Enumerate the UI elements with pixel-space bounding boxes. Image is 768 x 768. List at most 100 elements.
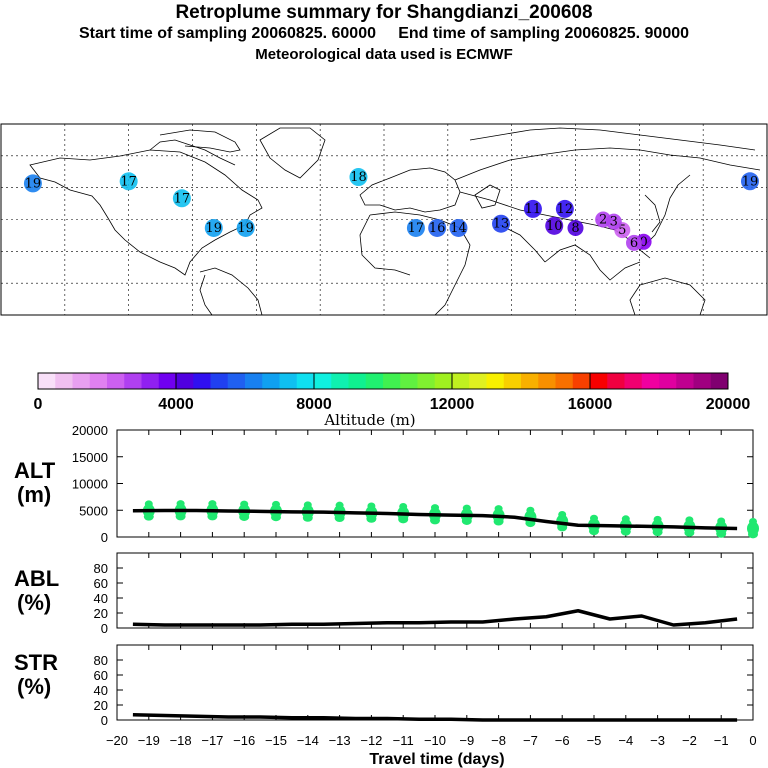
alt-distribution-mark — [207, 512, 218, 521]
str-frame — [116, 644, 754, 721]
x-tick-label: −6 — [555, 733, 570, 748]
x-tick-label: −20 — [106, 733, 128, 748]
alt-distribution-mark — [652, 528, 663, 537]
alt-distribution-mark — [494, 505, 503, 513]
met-data-line: Meteorological data used is ECMWF — [255, 46, 513, 63]
alt-distribution-mark — [717, 517, 726, 525]
alt-distribution-mark — [334, 514, 345, 523]
str-series-line — [132, 713, 738, 722]
cluster-marker — [406, 218, 425, 237]
cluster-label: 17 — [174, 191, 191, 206]
cluster-label: 5 — [618, 223, 626, 238]
alt-distribution-mark — [399, 503, 408, 511]
colorbar-swatch — [176, 373, 194, 389]
coastlines — [29, 127, 761, 316]
colorbar-swatch — [383, 373, 401, 389]
abl-ytick-label: 80 — [94, 561, 108, 576]
colorbar-swatch — [158, 373, 177, 389]
colorbar-swatch — [141, 373, 160, 389]
alt-ytick-label: 0 — [101, 530, 108, 545]
alt-distribution-mark — [143, 512, 154, 521]
colorbar-swatch — [38, 373, 56, 389]
alt-distribution-mark — [176, 500, 185, 508]
x-tick-label: −5 — [587, 733, 602, 748]
x-tick-label: −13 — [329, 733, 351, 748]
colorbar-tick-label: 0 — [34, 396, 43, 413]
alt-distribution-mark — [462, 504, 471, 512]
alt-distribution-mark — [430, 516, 440, 525]
alt-distribution-mark — [558, 511, 567, 519]
abl-frame — [116, 552, 754, 629]
colorbar-swatch — [365, 373, 384, 389]
colorbar-swatch — [521, 373, 539, 389]
cluster-label: 19 — [206, 221, 223, 236]
colorbar-swatch — [124, 373, 142, 389]
x-tick-label: −1 — [714, 733, 729, 748]
cluster-label: 18 — [350, 170, 367, 185]
colorbar-label: Altitude (m) — [323, 411, 415, 429]
alt-distribution-mark — [239, 512, 250, 521]
colorbar-swatch — [572, 373, 591, 389]
colorbar-swatch — [262, 373, 280, 389]
x-tick-label: −2 — [682, 733, 697, 748]
abl-series-line — [132, 609, 738, 627]
str-ytick-label: 20 — [94, 698, 108, 713]
colorbar-swatch — [452, 373, 470, 389]
alt-panel-unit: (m) — [17, 482, 51, 507]
alt-ytick-label: 15000 — [72, 450, 108, 465]
alt-distribution-mark — [716, 529, 727, 538]
x-tick-label: −3 — [650, 733, 665, 748]
alt-distribution-mark — [685, 516, 694, 524]
cluster-marker — [492, 214, 511, 233]
colorbar-swatch — [434, 373, 453, 389]
colorbar-swatch — [55, 373, 73, 389]
abl-ytick-label: 0 — [101, 621, 108, 636]
cluster-label: 17 — [120, 174, 137, 189]
cluster-label: 3 — [610, 215, 618, 230]
alt-distribution-mark — [748, 530, 758, 539]
colorbar-swatch — [210, 373, 229, 389]
colorbar-tick-label: 12000 — [430, 396, 475, 413]
alt-distribution-mark — [621, 515, 630, 523]
cluster-label: 11 — [525, 202, 542, 217]
colorbar-swatch — [348, 373, 367, 389]
alt-distribution-mark — [208, 500, 217, 508]
alt-ytick-label: 10000 — [72, 477, 108, 492]
alt-distribution-mark — [272, 500, 280, 508]
alt-distribution-mark — [240, 500, 249, 508]
alt-series-line — [132, 508, 738, 531]
cluster-label: 12 — [557, 202, 574, 217]
colorbar-swatch — [331, 373, 349, 389]
cluster-label: 2 — [599, 213, 607, 228]
alt-distribution-mark — [461, 516, 472, 525]
colorbar-swatch — [227, 373, 246, 389]
x-tick-label: −7 — [523, 733, 538, 748]
x-tick-label: −18 — [170, 733, 192, 748]
alt-distribution-mark — [589, 527, 599, 536]
alt-ytick-label: 20000 — [72, 423, 108, 438]
cluster-marker — [449, 218, 468, 237]
colorbar-swatch — [607, 373, 625, 389]
alt-panel: 20000 15000 10000 5000 0 — [72, 423, 759, 545]
cluster-marker — [349, 168, 368, 187]
colorbar-swatch — [107, 373, 125, 389]
cluster-label: 17 — [408, 221, 425, 236]
colorbar-swatch — [676, 373, 694, 389]
x-tick-label: −11 — [393, 733, 414, 748]
x-tick-label: −19 — [138, 733, 160, 748]
colorbar-swatch — [417, 373, 436, 389]
cluster-marker — [523, 199, 542, 218]
alt-distribution-mark — [526, 506, 535, 514]
alt-distribution-mark — [431, 504, 439, 512]
alt-panel-title: ALT — [14, 458, 56, 483]
colorbar-swatch — [590, 373, 608, 389]
cluster-marker — [605, 213, 622, 230]
cluster-label: 19 — [25, 176, 42, 191]
cluster-label: 19 — [237, 221, 254, 236]
alt-distribution-mark — [302, 513, 313, 522]
colorbar-swatch — [400, 373, 418, 389]
